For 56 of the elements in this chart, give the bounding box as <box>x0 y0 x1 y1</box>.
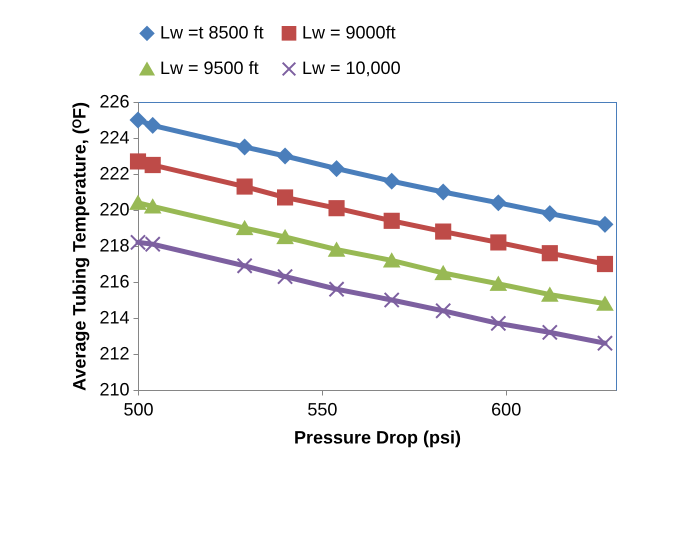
point <box>328 200 345 216</box>
point <box>435 302 452 319</box>
point <box>596 256 614 272</box>
point <box>384 253 400 268</box>
y-tick-label: 212 <box>99 344 130 364</box>
point <box>277 189 294 206</box>
point <box>328 160 345 177</box>
point <box>277 230 294 244</box>
point <box>490 234 506 250</box>
point <box>277 268 294 285</box>
y-tick-label: 214 <box>99 308 130 328</box>
point <box>144 156 161 174</box>
point <box>236 258 253 274</box>
point <box>144 199 161 214</box>
point <box>236 138 253 156</box>
point <box>384 212 400 229</box>
point <box>130 112 146 128</box>
point <box>277 148 294 164</box>
point <box>596 296 614 311</box>
point <box>542 206 558 222</box>
x-tick-label: 550 <box>307 400 338 420</box>
point <box>384 173 400 190</box>
point <box>435 224 452 240</box>
legend-label: Lw = 9000ft <box>302 22 396 42</box>
y-axis-title: Average Tubing Temperature, (ᴼF) <box>69 102 90 392</box>
y-tick-label: 220 <box>99 200 130 220</box>
x-tick-label: 600 <box>491 400 522 420</box>
point <box>236 220 253 236</box>
point <box>328 242 345 257</box>
point <box>596 216 614 232</box>
point <box>144 117 161 134</box>
point <box>328 281 345 298</box>
point <box>490 276 506 291</box>
point <box>236 178 253 195</box>
legend-label: Lw = 10,000 <box>302 58 401 78</box>
x-tick-label: 500 <box>123 400 154 420</box>
point <box>490 315 506 332</box>
point <box>384 292 400 308</box>
point <box>542 245 558 262</box>
point <box>435 184 452 200</box>
point <box>490 194 506 211</box>
legend-label: Lw = 9500 ft <box>160 58 259 78</box>
point <box>130 196 146 210</box>
point <box>435 266 452 280</box>
y-tick-label: 218 <box>99 236 130 256</box>
x-axis-title: Pressure Drop (psi) <box>294 428 462 448</box>
y-tick-label: 222 <box>99 164 130 184</box>
y-tick-label: 216 <box>99 272 130 292</box>
point <box>542 324 558 340</box>
y-tick-label: 210 <box>99 380 130 400</box>
y-tick-label: 226 <box>99 92 130 112</box>
legend-label: Lw =t 8500 ft <box>160 22 264 42</box>
point <box>130 153 146 170</box>
point <box>542 287 558 302</box>
point <box>596 335 614 352</box>
y-tick-label: 224 <box>99 128 130 148</box>
